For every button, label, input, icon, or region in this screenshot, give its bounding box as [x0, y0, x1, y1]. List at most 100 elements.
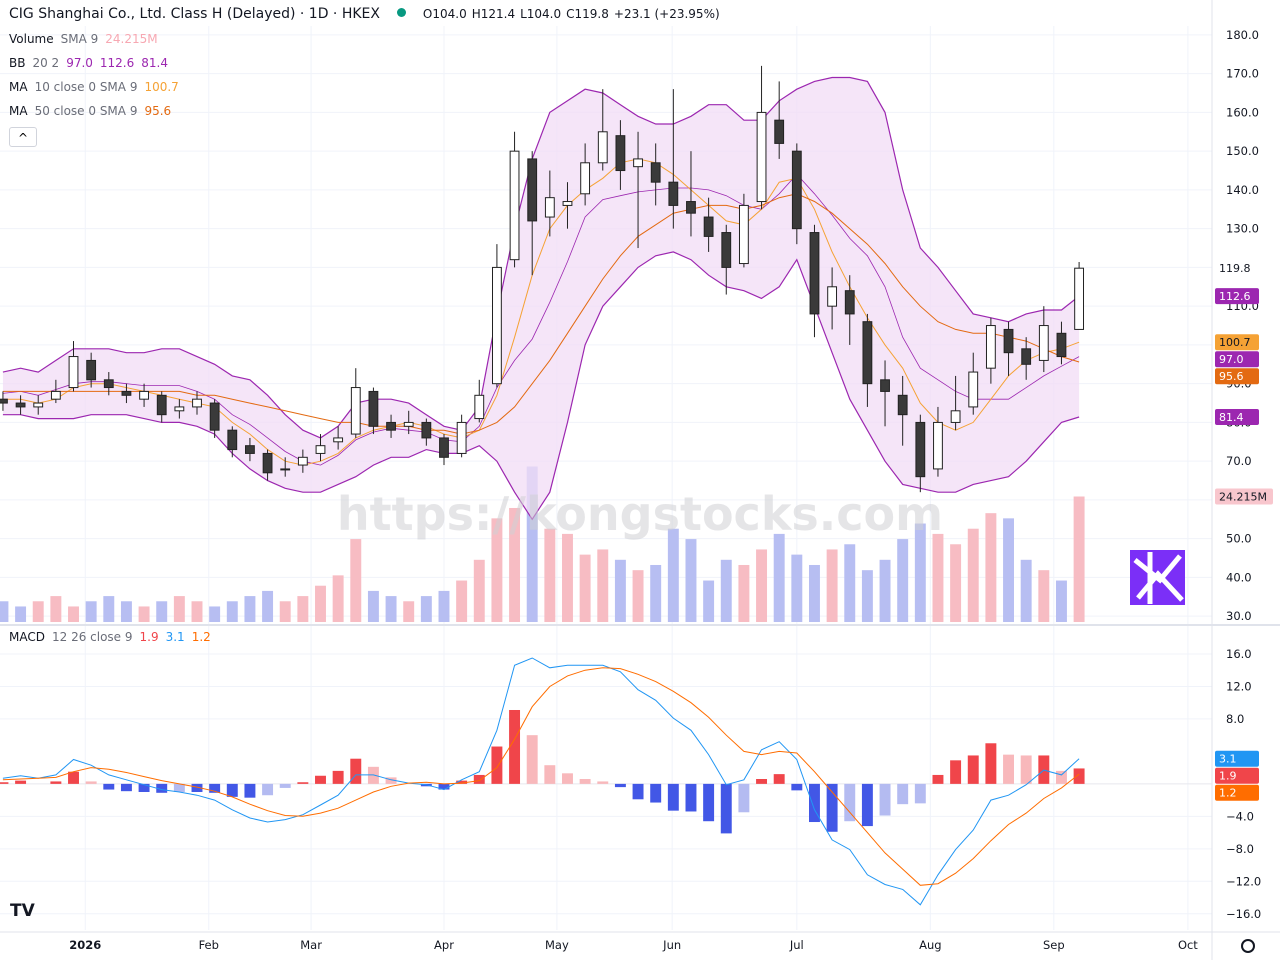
candle-body	[686, 201, 696, 214]
y-tick-label: 16.0	[1226, 647, 1252, 661]
price-badge	[1215, 784, 1259, 801]
price-badge-label: 24.215M	[1219, 491, 1267, 504]
quote-key: O	[422, 7, 433, 21]
volume-bar	[120, 601, 132, 622]
quote-value: 121.4	[480, 7, 516, 21]
volume-bar	[50, 596, 62, 622]
y-tick-label: −12.0	[1226, 874, 1261, 888]
candle-body	[1056, 332, 1067, 358]
volume-bar	[861, 570, 873, 622]
quote-item: C119.8	[566, 7, 609, 21]
x-tick-label: Sep	[1043, 938, 1065, 952]
candle-body	[1021, 348, 1032, 365]
macd-histogram-bar	[879, 783, 891, 816]
macd-histogram-bar	[562, 773, 573, 784]
candle-body	[950, 410, 961, 423]
macd-histogram-bar	[685, 783, 697, 812]
macd-histogram-bar	[138, 783, 150, 792]
macd-histogram-bar	[773, 774, 785, 784]
y-tick-label: −8.0	[1226, 842, 1254, 856]
candle-body	[386, 421, 396, 431]
tv-logo: 𝗧𝗩	[10, 901, 36, 921]
candle-body	[474, 394, 485, 420]
price-badge	[1215, 767, 1259, 784]
volume-bar	[350, 539, 362, 622]
candle-body	[862, 321, 873, 385]
price-badge	[1215, 288, 1259, 305]
candle-body	[456, 421, 467, 454]
macd-histogram-bar	[50, 781, 62, 784]
macd-histogram-bar	[667, 783, 679, 811]
volume-bar	[509, 507, 521, 622]
macd-histogram-bar	[1073, 768, 1085, 784]
macd-histogram-bar	[244, 783, 256, 798]
candle-body	[721, 232, 732, 268]
macd-histogram-bar	[526, 735, 538, 784]
x-tick-label: Jul	[789, 938, 804, 952]
settings-icon[interactable]	[1241, 939, 1255, 953]
price-badge	[1215, 488, 1273, 505]
legend-value: 24.215M	[105, 32, 158, 46]
candle-body	[156, 394, 167, 416]
volume-bar	[950, 544, 962, 622]
price-badge-label: 112.6	[1219, 290, 1251, 303]
volume-bar	[967, 528, 979, 622]
volume-bar	[579, 554, 591, 622]
macd-histogram-bar	[456, 780, 468, 784]
macd-histogram-bar	[279, 783, 291, 788]
candle-body	[1038, 325, 1049, 361]
volume-bar	[0, 601, 9, 622]
legend-value: 97.0	[66, 56, 93, 70]
candle-body	[633, 158, 643, 168]
x-tick-label: Feb	[199, 938, 219, 952]
volume-bar	[1020, 559, 1032, 622]
volume-bar	[420, 596, 432, 622]
macd-histogram-bar	[473, 774, 485, 784]
macd-histogram-bar	[1020, 755, 1032, 784]
candle-body	[315, 445, 326, 454]
quote-key: C	[566, 7, 575, 21]
macd-histogram-bar	[914, 783, 926, 804]
macd-line	[2, 657, 1080, 906]
volume-bar	[385, 596, 397, 622]
volume-bar	[597, 549, 609, 622]
macd-histogram-bar	[68, 771, 79, 784]
quote-value: 104.0	[432, 7, 467, 21]
volume-bar	[191, 601, 203, 622]
candle-body	[68, 356, 79, 389]
price-badge	[1215, 750, 1259, 767]
moving-average	[2, 158, 1080, 466]
price-badge	[1215, 351, 1259, 368]
price-badge	[1215, 260, 1259, 277]
candle-body	[791, 150, 802, 230]
legend-name: MA	[9, 80, 28, 94]
volume-bar	[897, 539, 909, 622]
signal-line	[2, 667, 1080, 886]
watermark: https://kongstocks.com	[337, 487, 943, 541]
candle-body	[15, 402, 26, 408]
macd-histogram-bar	[103, 783, 115, 790]
y-tick-label: −4.0	[1226, 809, 1254, 823]
candle-body	[403, 421, 414, 427]
volume-bar	[685, 539, 697, 622]
candle-body	[174, 406, 185, 412]
volume-bar	[173, 596, 185, 622]
bb-fill	[2, 77, 1080, 520]
legend-value: 112.6	[99, 56, 135, 70]
quote: O104.0 H121.4 L104.0 C119.8 +23.1 (+23.95%)	[423, 7, 727, 21]
candle-body	[668, 181, 679, 206]
candle-body	[738, 204, 749, 265]
candle-body	[880, 379, 890, 392]
candle-body	[209, 402, 220, 431]
collapse-button[interactable]: ^	[9, 127, 37, 147]
y-tick-label: 150.0	[1226, 144, 1259, 158]
symbol-title: CIG Shanghai Co., Ltd. Class H (Delayed)…	[9, 6, 380, 22]
volume-bar	[103, 596, 115, 622]
candle-body	[439, 437, 449, 458]
moving-average	[2, 193, 1080, 435]
x-tick-label: May	[545, 938, 569, 952]
price-badge-label: 97.0	[1219, 353, 1244, 366]
candle-body	[33, 402, 44, 408]
volume-bar	[544, 528, 556, 622]
macd-histogram-bar	[826, 783, 838, 832]
